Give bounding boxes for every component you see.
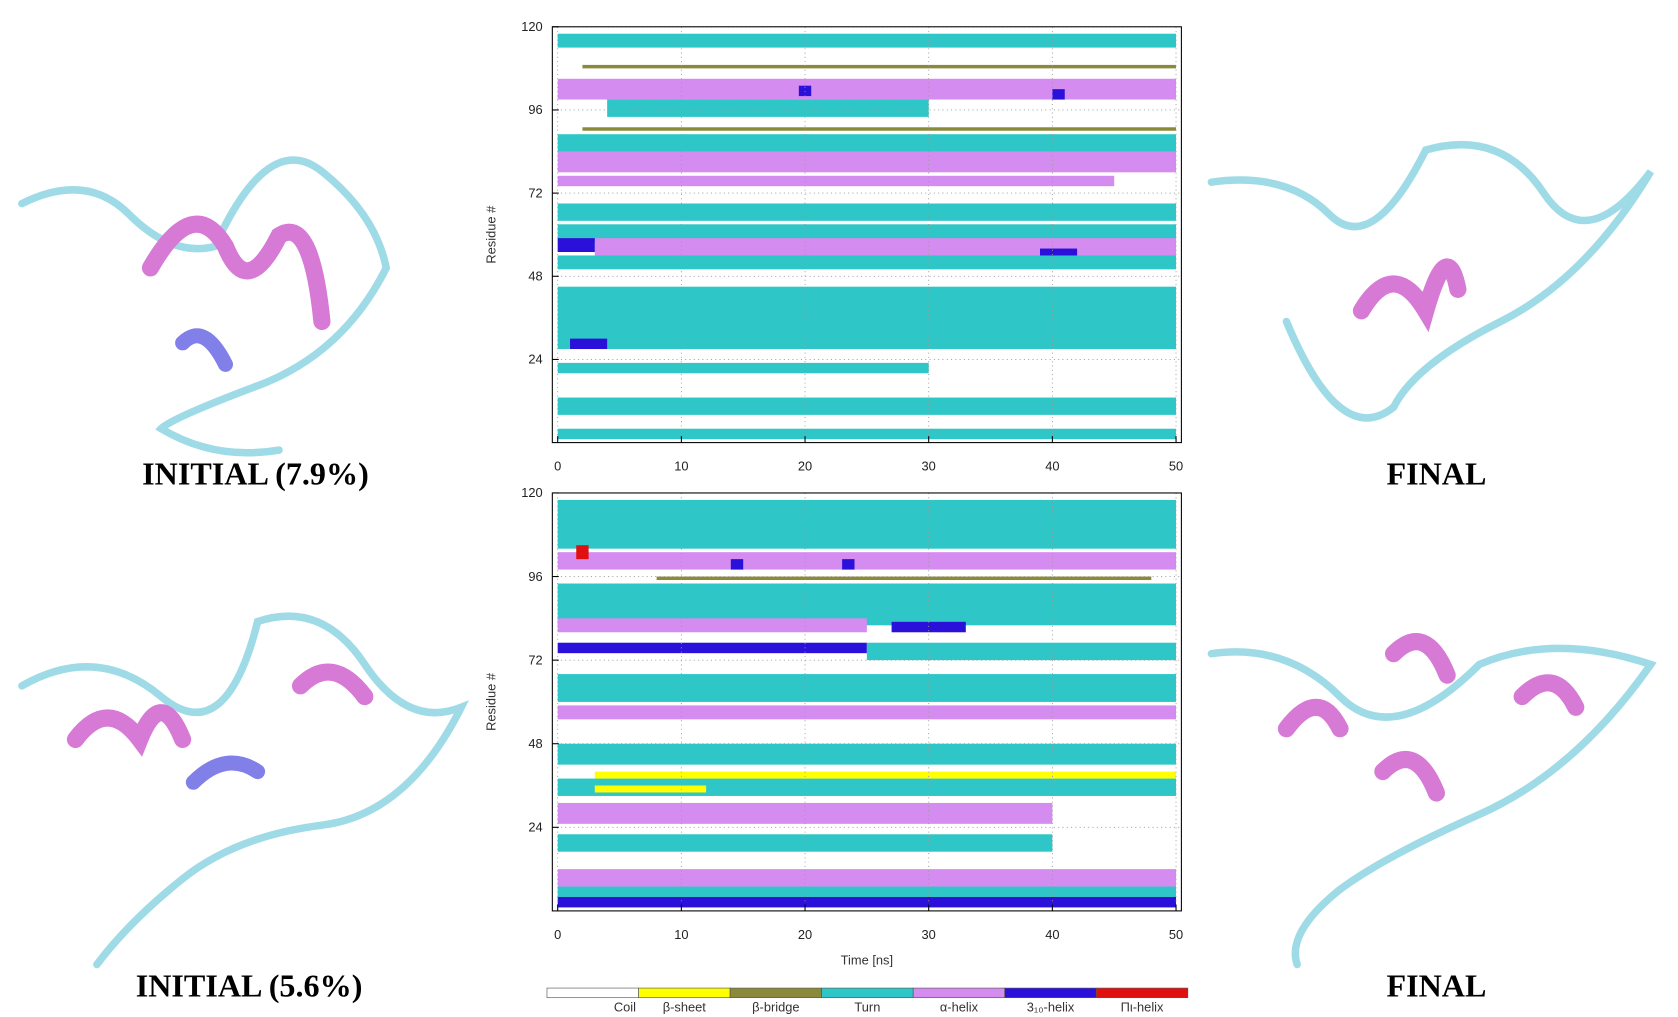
y-tick-label: 24	[528, 352, 542, 367]
x-tick-label: 10	[674, 458, 688, 473]
structure-segment	[558, 287, 1176, 349]
y-tick-label: 96	[528, 569, 542, 584]
legend-swatch	[547, 988, 639, 998]
legend-label: Πι-helix	[1121, 1000, 1164, 1015]
legend-swatch	[730, 988, 822, 998]
y-tick-label: 72	[528, 652, 542, 667]
y-tick-label: 24	[528, 820, 542, 835]
structure-segment	[867, 643, 1176, 660]
structure-segment	[595, 786, 706, 793]
structure-segment	[558, 176, 1115, 186]
structure-segment	[558, 134, 1176, 151]
structure-segment	[657, 577, 1152, 580]
legend-label: Turn	[854, 1000, 880, 1015]
structure-segment	[595, 238, 1176, 255]
y-tick-label: 48	[528, 736, 542, 751]
x-tick-label: 20	[798, 458, 812, 473]
legend-swatch	[639, 988, 731, 998]
structure-label: FINAL	[1386, 968, 1486, 1004]
y-tick-label: 72	[528, 185, 542, 200]
structure-label: INITIAL (5.6%)	[136, 968, 363, 1004]
structure-segment	[558, 79, 1176, 100]
legend-label: 3₁₀-helix	[1027, 1000, 1075, 1015]
structure-segment	[1052, 89, 1064, 99]
x-tick-label: 0	[554, 927, 561, 942]
structure-segment	[558, 897, 1176, 907]
y-tick-label: 120	[521, 19, 542, 34]
structure-segment	[558, 744, 1176, 765]
figure: INITIAL (7.9%) FINAL INITIAL (5.6%) FINA…	[0, 0, 1678, 1017]
structure-segment	[558, 643, 867, 653]
y-axis-label: Residue #	[484, 205, 499, 264]
legend-label: β-bridge	[752, 1000, 799, 1015]
structure-segment	[558, 429, 1176, 439]
y-tick-label: 96	[528, 102, 542, 117]
y-axis-label: Residue #	[484, 672, 499, 731]
legend-swatch	[822, 988, 914, 998]
structure-segment	[582, 65, 1176, 68]
x-axis-label: Time [ns]	[841, 952, 893, 967]
structure-segment	[842, 559, 854, 569]
legend-swatch	[1005, 988, 1097, 998]
structure-segment	[558, 363, 929, 373]
y-tick-label: 120	[521, 485, 542, 500]
structure-segment	[558, 869, 1176, 886]
x-tick-label: 40	[1045, 458, 1059, 473]
structure-segment	[558, 255, 1176, 269]
structure-segment	[558, 552, 1176, 569]
legend-swatch	[1096, 988, 1188, 998]
x-tick-label: 30	[922, 458, 936, 473]
structure-segment	[576, 545, 588, 559]
structure-segment	[558, 500, 1176, 549]
structure-label: FINAL	[1386, 455, 1486, 491]
x-tick-label: 20	[798, 927, 812, 942]
legend-label: Coil	[614, 1000, 636, 1015]
y-tick-label: 48	[528, 269, 542, 284]
x-tick-label: 50	[1169, 927, 1183, 942]
structure-segment	[595, 772, 1176, 779]
structure-segment	[558, 618, 867, 632]
structure-segment	[558, 398, 1176, 415]
structure-segment	[558, 34, 1176, 48]
structure-segment	[558, 204, 1176, 221]
structure-segment	[731, 559, 743, 569]
structure-segment	[1040, 249, 1077, 256]
x-tick-label: 30	[922, 927, 936, 942]
structure-segment	[558, 887, 1176, 897]
structure-segment	[582, 127, 1176, 130]
legend-label: β-sheet	[663, 1000, 707, 1015]
structure-segment	[558, 674, 1176, 702]
x-tick-label: 40	[1045, 927, 1059, 942]
structure-segment	[570, 339, 607, 349]
structure-segment	[558, 238, 595, 252]
x-tick-label: 0	[554, 458, 561, 473]
structure-segment	[607, 100, 929, 117]
structure-label: INITIAL (7.9%)	[142, 455, 369, 491]
x-tick-label: 10	[674, 927, 688, 942]
x-tick-label: 50	[1169, 458, 1183, 473]
legend-label: α-helix	[940, 1000, 979, 1015]
structure-segment	[558, 705, 1176, 719]
structure-segment	[558, 152, 1176, 173]
legend-swatch	[913, 988, 1005, 998]
